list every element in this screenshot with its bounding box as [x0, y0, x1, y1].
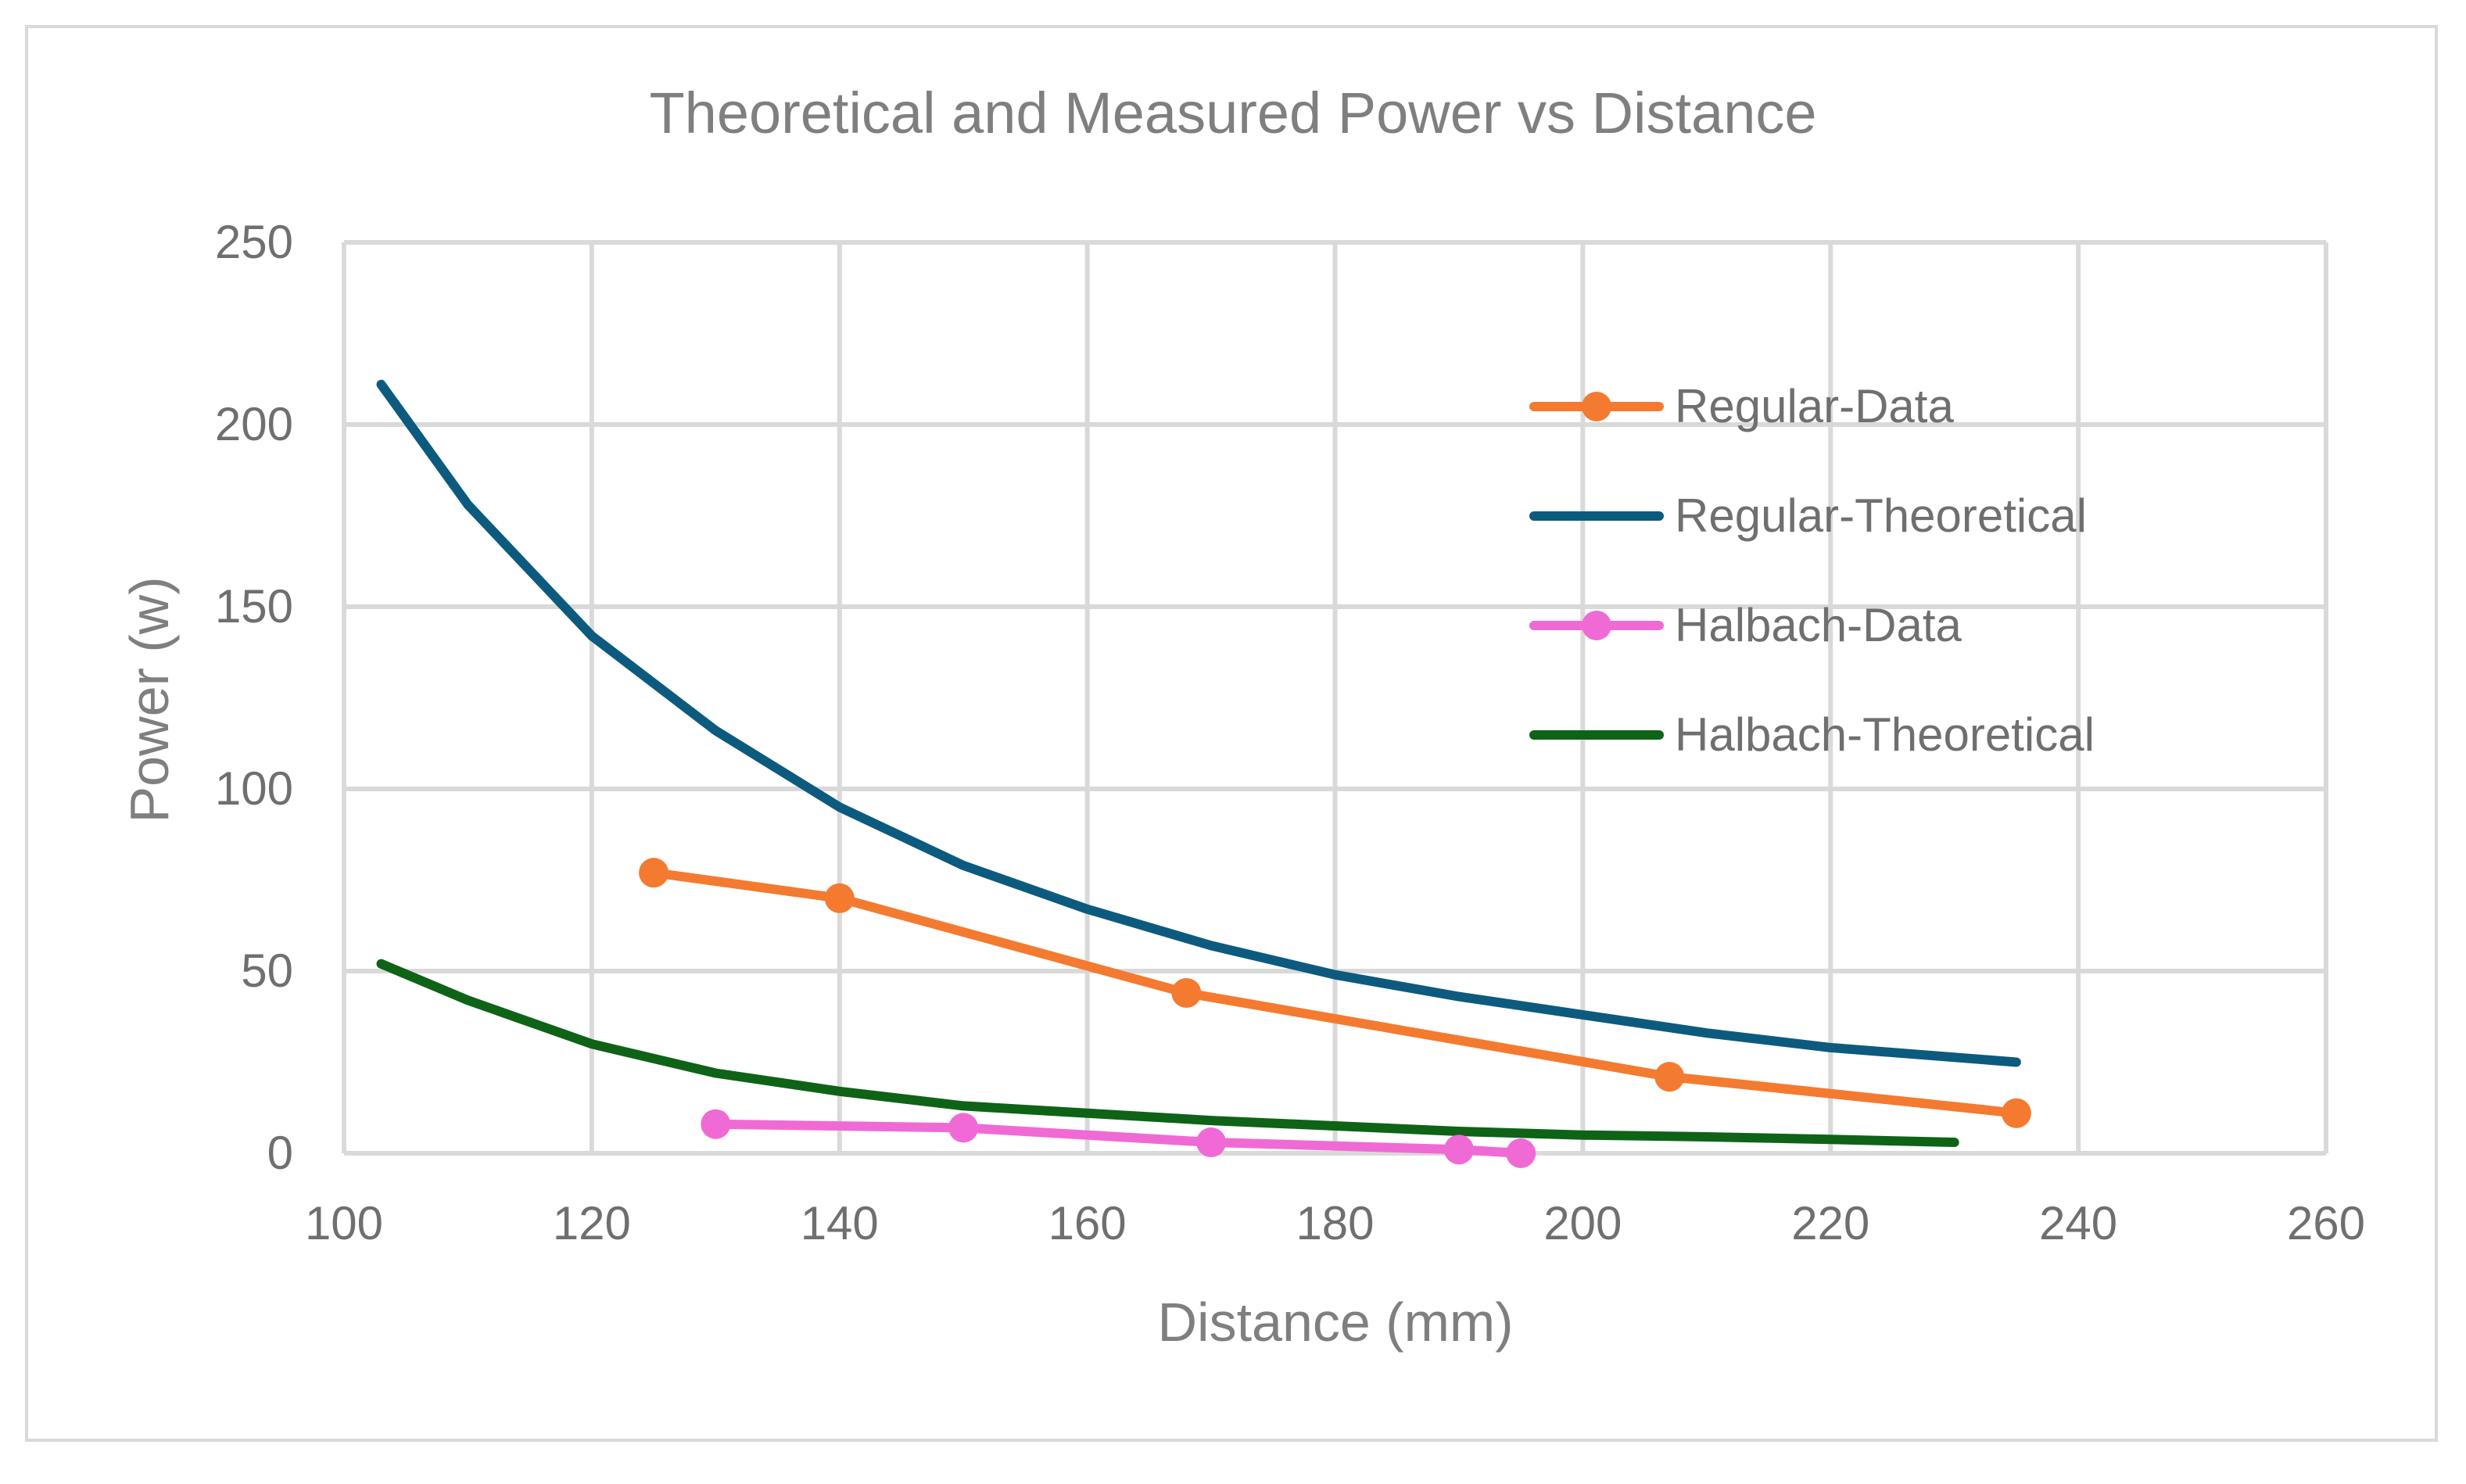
y-tick-label: 200: [215, 398, 293, 450]
data-point: [701, 1109, 731, 1139]
y-tick-label: 100: [215, 762, 293, 815]
legend-item: Halbach-Theoretical: [1529, 708, 2095, 761]
x-tick-label: 220: [1791, 1197, 1869, 1249]
y-tick-label: 50: [241, 945, 293, 997]
x-axis-title: Distance (mm): [1157, 1292, 1513, 1353]
legend-item: Regular-Theoretical: [1529, 489, 2087, 542]
data-point: [639, 858, 669, 888]
data-point: [1506, 1138, 1536, 1168]
x-tick-label: 100: [305, 1197, 383, 1249]
legend-item: Halbach-Data: [1529, 599, 1962, 651]
series-halbach-theoretical: [376, 959, 1959, 1147]
legend-label: Regular-Data: [1675, 380, 1954, 432]
legend: Regular-Data Regular-Theoretical Halbach-D…: [1529, 380, 2095, 761]
legend-label: Regular-Theoretical: [1675, 489, 2087, 542]
tick-labels: 0 50 100 150 200 250 100 120 140 160 180 200 220 240 2…: [215, 216, 2365, 1249]
x-tick-label: 140: [801, 1197, 879, 1249]
x-tick-label: 180: [1296, 1197, 1374, 1249]
data-point: [1654, 1062, 1685, 1092]
y-tick-label: 250: [215, 216, 293, 268]
series-line: [376, 959, 1959, 1147]
legend-marker: [1582, 611, 1611, 640]
series-regular-data: [639, 858, 2031, 1128]
x-tick-label: 120: [553, 1197, 631, 1249]
data-point: [948, 1113, 979, 1143]
series-line: [376, 379, 2021, 1067]
plot-series: [376, 379, 2031, 1168]
legend-label: Halbach-Data: [1675, 599, 1962, 651]
y-tick-label: 150: [215, 580, 293, 633]
x-tick-label: 240: [2039, 1197, 2117, 1249]
legend-item: Regular-Data: [1529, 380, 1954, 432]
x-tick-label: 260: [2287, 1197, 2365, 1249]
series-halbach-data: [701, 1109, 1536, 1168]
data-point: [2001, 1098, 2031, 1128]
chart-title: Theoretical and Measured Power vs Distan…: [649, 81, 1816, 145]
data-point: [1196, 1127, 1227, 1158]
legend-marker: [1582, 392, 1611, 421]
legend-label: Halbach-Theoretical: [1675, 708, 2095, 761]
series-regular-theoretical: [376, 379, 2021, 1067]
x-tick-label: 160: [1048, 1197, 1127, 1249]
chart-frame: [25, 25, 2438, 1442]
gridlines: [342, 240, 2328, 1156]
data-point: [824, 883, 855, 913]
data-point: [1443, 1135, 1474, 1165]
y-axis-title: Power (w): [119, 576, 180, 823]
x-tick-label: 200: [1543, 1197, 1622, 1249]
data-point: [1171, 977, 1202, 1008]
y-tick-label: 0: [267, 1127, 293, 1179]
